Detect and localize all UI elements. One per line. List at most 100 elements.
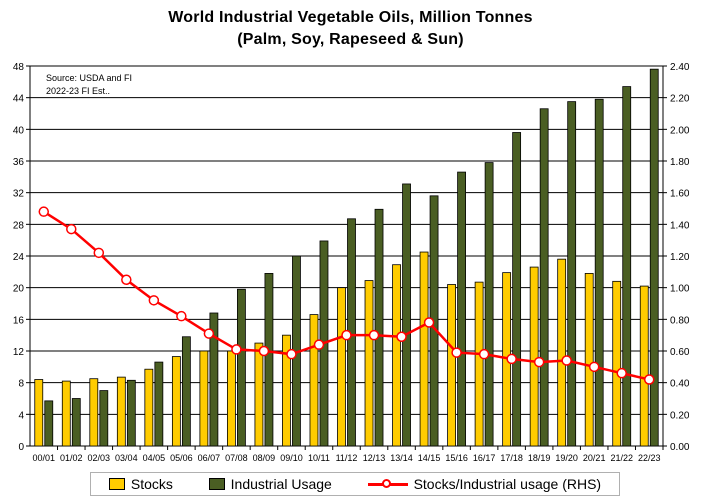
bar-stocks: [557, 258, 567, 447]
bar-industrial-usage: [539, 108, 549, 447]
x-tick-label: 20/21: [583, 453, 606, 463]
ratio-point: [451, 347, 462, 358]
source-annotation: Source: USDA and FI 2022-23 FI Est..: [46, 73, 132, 96]
bar-stocks: [419, 251, 429, 447]
bar-stocks: [447, 284, 456, 447]
right-axis: 0.00 0.20 0.40 0.60 0.80 1.00 1.20 1.40 1.60 1.80…: [663, 62, 690, 453]
left-tick-label: 44: [13, 94, 25, 105]
bar-industrial-usage: [181, 336, 191, 447]
ratio-point: [423, 317, 435, 328]
x-tick-label: 14/15: [418, 453, 441, 463]
right-tick-label: 0.20: [670, 410, 690, 421]
x-tick-label: 15/16: [445, 453, 468, 463]
right-tick-label: 1.00: [670, 284, 690, 295]
legend-item-industrial-usage: Industrial Usage: [208, 476, 332, 492]
right-tick-label: 2.00: [670, 125, 690, 136]
bar-industrial-usage: [154, 361, 164, 447]
x-tick-label: 18/19: [528, 453, 551, 463]
bar-stocks: [171, 356, 181, 447]
ratio-point: [368, 329, 380, 341]
left-tick-label: 8: [18, 379, 24, 390]
ratio-point: [231, 344, 242, 355]
right-tick-label: 1.80: [670, 157, 690, 168]
legend: Stocks Industrial Usage Stocks/Industria…: [90, 472, 620, 496]
x-tick-label: 13/14: [390, 453, 413, 463]
x-tick-label: 02/03: [88, 453, 111, 463]
bar-stocks: [199, 350, 209, 447]
left-tick-label: 28: [13, 220, 25, 231]
left-tick-label: 4: [18, 410, 24, 421]
left-tick-label: 48: [13, 62, 25, 73]
annotation-estimate: 2022-23 FI Est..: [46, 86, 110, 96]
x-tick-label: 03/04: [115, 453, 138, 463]
x-tick-label: 17/18: [500, 453, 523, 463]
bar-industrial-usage: [209, 312, 219, 447]
x-tick-label: 04/05: [143, 453, 166, 463]
left-tick-label: 20: [13, 284, 25, 295]
bar-stocks: [639, 285, 649, 447]
bar-stocks: [282, 334, 291, 447]
ratio-point: [38, 206, 50, 217]
bar-industrial-usage: [622, 86, 632, 447]
x-tick-label: 05/06: [170, 453, 193, 463]
ratio-line: [38, 206, 655, 385]
ratio-point: [313, 339, 325, 350]
bars: [34, 68, 659, 447]
ratio-point: [478, 348, 490, 360]
right-tick-label: 1.60: [670, 189, 690, 200]
left-tick-label: 32: [13, 189, 25, 200]
ratio-point: [643, 374, 655, 385]
bar-industrial-usage: [402, 183, 411, 447]
right-tick-label: 1.40: [670, 220, 690, 231]
x-tick-label: 22/23: [638, 453, 661, 463]
bar-industrial-usage: [71, 398, 81, 447]
ratio-point: [121, 274, 132, 285]
bar-stocks: [89, 378, 99, 447]
left-tick-label: 16: [13, 315, 25, 326]
legend-label-stocks: Stocks: [130, 476, 173, 492]
ratio-point: [176, 310, 187, 322]
ratio-point: [616, 367, 627, 379]
x-tick-label: 08/09: [253, 453, 276, 463]
x-axis: 00/01 01/02 02/03 03/04 04/05 05/06 06/07 07/08…: [32, 446, 664, 463]
bar-industrial-usage: [457, 171, 466, 447]
bar-stocks: [309, 314, 319, 447]
right-tick-label: 0.60: [670, 347, 690, 358]
right-tick-label: 0.80: [670, 315, 690, 326]
ratio-point: [588, 361, 600, 373]
ratio-point: [533, 356, 545, 368]
bar-industrial-usage: [126, 379, 136, 447]
bar-industrial-usage: [649, 68, 659, 447]
left-tick-label: 36: [13, 157, 25, 168]
bar-stocks: [337, 287, 346, 447]
ratio-point: [148, 295, 160, 306]
legend-label-ratio: Stocks/Industrial usage (RHS): [413, 476, 602, 492]
x-tick-label: 12/13: [363, 453, 386, 463]
bar-stocks: [227, 350, 236, 447]
right-tick-label: 0.00: [670, 442, 690, 453]
right-tick-label: 2.20: [670, 94, 690, 105]
bar-stocks: [529, 266, 539, 447]
bar-stocks: [392, 264, 401, 447]
bar-industrial-usage: [264, 273, 274, 447]
x-tick-label: 06/07: [198, 453, 221, 463]
left-tick-label: 24: [13, 252, 25, 263]
bar-industrial-usage: [567, 101, 577, 447]
bar-stocks: [364, 280, 374, 447]
bar-stocks: [34, 379, 44, 447]
ratio-point: [93, 247, 105, 259]
bar-stocks: [474, 281, 484, 447]
ratio-point: [66, 223, 77, 235]
bar-industrial-usage: [484, 162, 494, 447]
ratio-point: [561, 355, 572, 366]
right-tick-label: 1.20: [670, 252, 690, 263]
x-tick-label: 16/17: [473, 453, 496, 463]
bar-stocks: [61, 380, 71, 447]
chart-title: World Industrial Vegetable Oils, Million…: [168, 9, 533, 26]
legend-swatch-ratio: [367, 478, 408, 490]
ratio-point: [506, 353, 517, 365]
ratio-point: [341, 329, 352, 341]
